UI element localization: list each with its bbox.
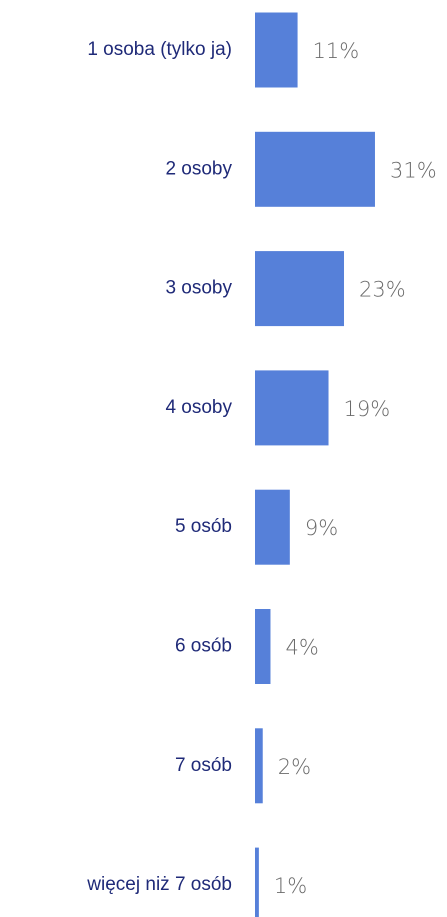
bar — [255, 847, 259, 917]
value-label: 4% — [285, 636, 318, 660]
bar — [255, 370, 329, 446]
value-label: 11% — [313, 39, 360, 63]
value-label: 1% — [274, 874, 307, 898]
bar — [255, 728, 263, 804]
value-label: 19% — [344, 397, 391, 421]
category-label: 4 osoby — [165, 397, 232, 418]
category-label: 6 osób — [175, 636, 232, 657]
category-label: 7 osób — [175, 755, 232, 776]
category-label: więcej niż 7 osób — [86, 874, 232, 895]
bar — [255, 12, 298, 88]
bar — [255, 131, 375, 207]
category-label: 1 osoba (tylko ja) — [87, 39, 232, 60]
bar — [255, 251, 345, 327]
value-label: 23% — [359, 278, 406, 302]
category-label: 3 osoby — [165, 278, 232, 299]
bar — [255, 609, 271, 684]
value-label: 9% — [305, 516, 338, 540]
category-label: 5 osób — [175, 516, 232, 537]
bar — [255, 489, 290, 565]
value-label: 31% — [390, 158, 437, 182]
value-label: 2% — [278, 755, 311, 779]
category-label: 2 osoby — [165, 158, 232, 179]
